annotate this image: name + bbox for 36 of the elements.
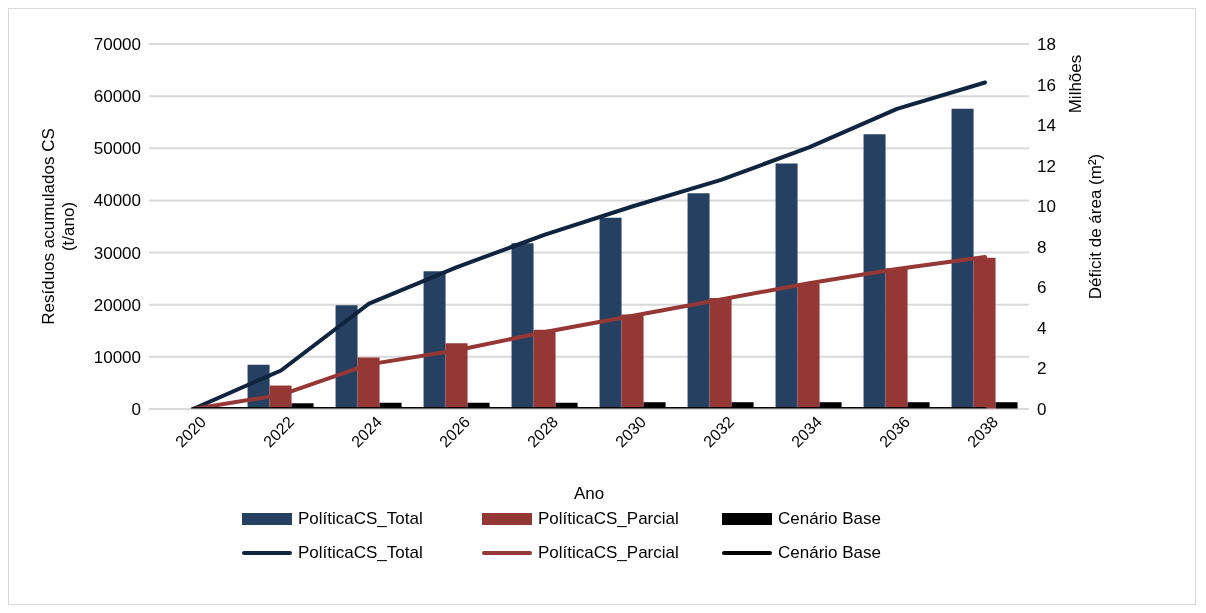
y-tick-label: 70000: [93, 35, 141, 55]
y-tick-label: 60000: [93, 87, 141, 107]
y-tick-label: 0: [131, 400, 141, 420]
legend-label: PolíticaCS_Parcial: [538, 509, 679, 529]
y2-tick-label: 2: [1037, 359, 1047, 379]
y2-tick-label: 4: [1037, 318, 1047, 338]
y2-tick-label: 18: [1037, 35, 1056, 55]
y2-tick-label: 14: [1037, 116, 1056, 136]
legend-label: Cenário Base: [778, 543, 882, 563]
y-tick-label: 10000: [93, 347, 141, 367]
y2-tick-label: 10: [1037, 197, 1056, 217]
legend-label: PolíticaCS_Parcial: [538, 543, 679, 563]
bar: [775, 163, 798, 409]
y2-tick-label: 0: [1037, 400, 1047, 420]
x-axis-title: Ano: [573, 484, 605, 503]
legend-label: PolíticaCS_Total: [298, 543, 423, 563]
bar: [599, 217, 622, 409]
bar: [423, 271, 446, 409]
legend-label: Cenário Base: [778, 509, 882, 529]
line-series: [191, 80, 987, 409]
bar: [951, 108, 974, 409]
bar: [863, 134, 886, 409]
text: Milhões: [1066, 54, 1085, 114]
y2-tick-label: 8: [1037, 237, 1047, 257]
y2-axis-title: Déficit de área (m²): [1086, 153, 1105, 300]
bar: [511, 243, 534, 409]
y-tick-label: 20000: [93, 295, 141, 315]
bar: [687, 193, 710, 409]
y-tick-label: 40000: [93, 191, 141, 211]
y2-tick-label: 16: [1037, 75, 1056, 95]
y-tick-label: 30000: [93, 243, 141, 263]
legend-label: PolíticaCS_Total: [298, 509, 423, 529]
y-tick-label: 50000: [93, 139, 141, 159]
y-axis-title: Resíduos acumulados CS (t/ano): [39, 128, 78, 325]
y2-tick-label: 6: [1037, 278, 1047, 298]
y2-tick-label: 12: [1037, 156, 1056, 176]
